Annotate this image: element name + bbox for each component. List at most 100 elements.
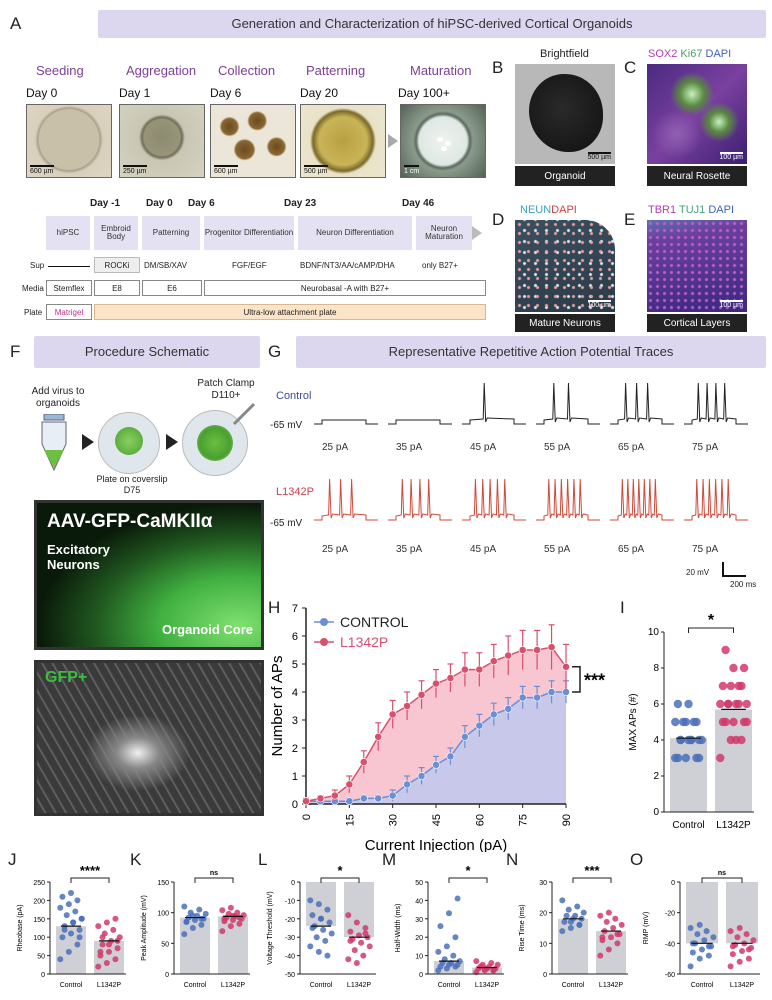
x-tick-label: 15 (344, 814, 356, 826)
scale-collection: 600 µm (214, 165, 238, 175)
dot-Control (454, 895, 461, 902)
panel-b-letter: B (492, 58, 504, 77)
dot-Control (198, 921, 205, 928)
dot-L1342P (481, 965, 488, 972)
y-axis-label: Number of APs (269, 656, 286, 757)
dot-L1342P (742, 699, 751, 709)
dot-L1342P (488, 959, 495, 966)
plate-ultralow: Ultra-low attachment plate (94, 304, 486, 320)
category-label: L1342P (730, 982, 754, 989)
dot-Control (315, 948, 322, 955)
dot-Control (196, 906, 203, 913)
ap-trace (462, 382, 526, 425)
x-axis-label: Current Injection (pA) (365, 837, 508, 852)
cortical-layers-image: 100 µm (647, 220, 747, 312)
dot-Control (326, 919, 333, 926)
y-tick-label: 6 (292, 631, 298, 643)
panel-b-caption: Organoid (515, 166, 615, 186)
dot-Control (74, 941, 81, 948)
scale-b: 500 µm (587, 152, 611, 161)
sig-bracket (572, 877, 612, 883)
gfp-organoid-image: AAV-GFP-CaMKIIα Excitatory Neurons Organ… (34, 500, 264, 650)
dot-Control (65, 901, 72, 908)
dot-L1342P (727, 963, 734, 970)
dot-L1342P (99, 941, 106, 948)
organoid-dot (437, 137, 443, 142)
y-tick-label: 250 (33, 880, 45, 887)
maturation-arrow (388, 134, 398, 148)
bar-Control (670, 738, 707, 812)
dot-L1342P (110, 926, 117, 933)
dot-L1342P (345, 956, 352, 963)
dot-L1342P (473, 958, 480, 965)
dot-L1342P (608, 934, 614, 941)
dot-Control (59, 893, 66, 900)
y-tick-label: 100 (33, 935, 45, 942)
y-tick-label: 2 (653, 771, 659, 782)
stain-tbr1: TBR1 (648, 204, 677, 216)
dot-Control (76, 926, 83, 933)
dot-Control (689, 949, 696, 956)
dot-Control (559, 897, 566, 904)
dot-Control (580, 909, 587, 916)
data-point (562, 662, 570, 671)
scale-seeding: 600 µm (30, 165, 54, 175)
dot-Control (189, 925, 196, 931)
dot-L1342P (353, 919, 360, 926)
legend-label: CONTROL (340, 614, 409, 630)
dot-L1342P (360, 952, 367, 959)
dot-L1342P (351, 947, 358, 954)
media-label: Media (22, 284, 44, 293)
sig-label: ns (210, 870, 218, 877)
stage-seeding: Seeding (36, 63, 84, 78)
y-tick-label: 2 (292, 743, 298, 755)
category-label: Control (310, 982, 333, 989)
dot-L1342P (114, 945, 121, 952)
y-tick-label: 0 (292, 799, 298, 811)
ap-trace (536, 478, 600, 521)
panel-h-letter: H (268, 598, 281, 617)
dot-L1342P (614, 940, 621, 947)
seeding-photo: 600 µm (26, 104, 112, 178)
y-tick-label: 10 (648, 627, 660, 638)
stage-patterning: Patterning (306, 63, 366, 78)
dot-Control (435, 948, 442, 955)
sig-label: *** (584, 863, 600, 878)
sig-label: * (337, 863, 343, 878)
y-tick-label: 100 (157, 911, 169, 918)
category-label: L1342P (475, 982, 499, 989)
arrow-icon (82, 434, 94, 450)
data-point (345, 780, 354, 789)
tl-embroid-body: Embroid Body (94, 216, 138, 250)
data-point (432, 679, 440, 688)
dot-L1342P (614, 931, 621, 938)
dot-L1342P (745, 955, 752, 962)
dot-Control (687, 925, 694, 931)
current-label: 45 pA (470, 442, 497, 453)
dot-Control (696, 921, 703, 928)
dot-L1342P (112, 915, 119, 922)
trace-vm-mutant: -65 mV (270, 518, 303, 529)
dot-L1342P (721, 717, 730, 727)
data-point (475, 665, 484, 674)
dot-L1342P (494, 961, 501, 968)
dot-L1342P (234, 909, 241, 916)
dot-Control (692, 717, 701, 727)
rmp-chart: Control L1342P -60 -40 -20 0 RMP (mV) ns (643, 870, 760, 989)
dot-L1342P (106, 948, 112, 955)
trace-mutant-label: L1342P (276, 486, 314, 498)
y-tick-label: 30 (415, 917, 423, 924)
data-point (345, 797, 354, 806)
ap-trace (314, 419, 378, 425)
data-point (374, 794, 383, 803)
dot-Control (576, 921, 583, 928)
y-tick-label: 6 (653, 699, 659, 710)
y-tick-label: 50 (37, 954, 45, 961)
y-tick-label: 1 (292, 771, 298, 783)
current-label: 25 pA (322, 442, 349, 453)
sig-stars: *** (584, 670, 605, 690)
trace-svg (314, 478, 748, 521)
sig-bracket (572, 666, 581, 693)
dot-Control (705, 943, 712, 950)
data-point (475, 721, 484, 730)
